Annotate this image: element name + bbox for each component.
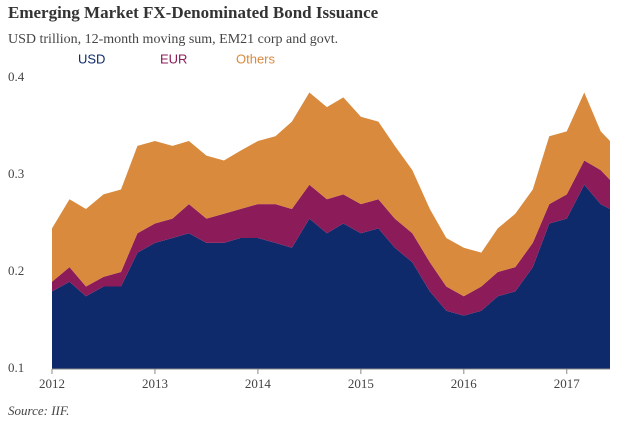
x-tick-label: 2012: [39, 376, 65, 391]
area: [52, 92, 610, 297]
legend-label: Others: [236, 51, 276, 66]
x-tick-label: 2017: [554, 376, 581, 391]
y-tick-label: 0.4: [8, 69, 25, 84]
source-note: Source: IIF.: [8, 403, 69, 418]
x-tick-label: 2013: [142, 376, 168, 391]
legend-label: EUR: [160, 51, 187, 66]
x-tick-label: 2014: [245, 376, 272, 391]
y-tick-label: 0.3: [8, 166, 24, 181]
area: [52, 184, 610, 369]
x-tick-label: 2016: [451, 376, 478, 391]
y-tick-label: 0.1: [8, 360, 24, 375]
chart-title: Emerging Market FX-Denominated Bond Issu…: [8, 3, 379, 22]
y-tick-label: 0.2: [8, 263, 24, 278]
area: [52, 160, 610, 316]
chart-subtitle: USD trillion, 12-month moving sum, EM21 …: [8, 32, 338, 47]
x-tick-label: 2015: [348, 376, 374, 391]
legend-label: USD: [78, 51, 105, 66]
